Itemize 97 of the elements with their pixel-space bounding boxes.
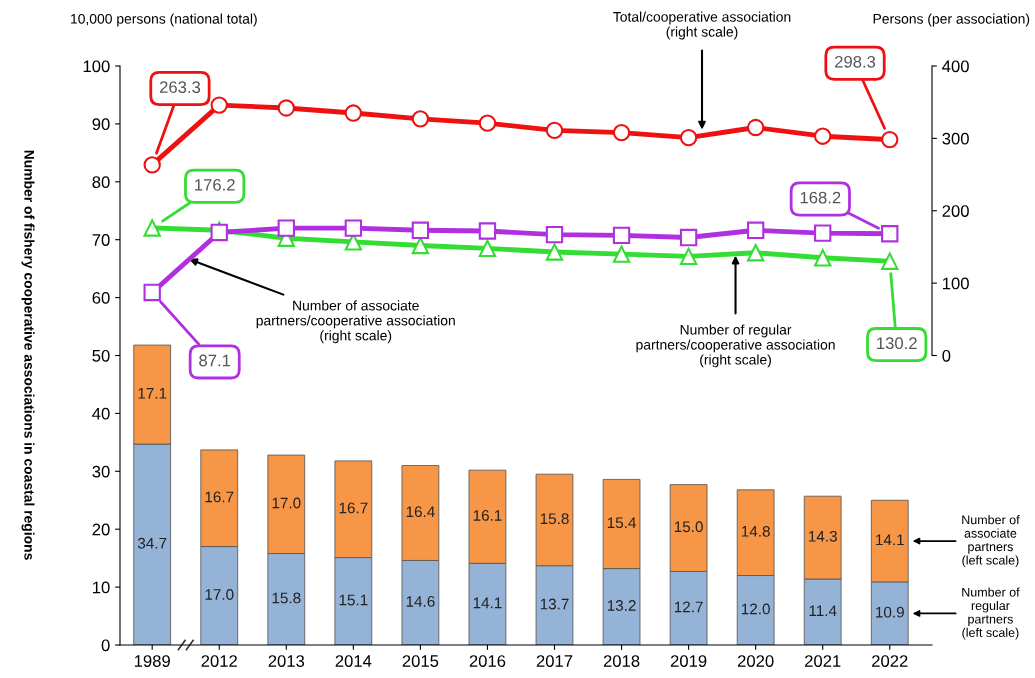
data-label: 17.0 (272, 497, 301, 509)
y2-tick-label: 400 (942, 60, 969, 73)
data-label: 16.7 (205, 491, 234, 503)
point (746, 118, 765, 137)
y-tick-label: 40 (92, 407, 110, 420)
point (143, 219, 161, 237)
text: Number of regular partners/cooperative association (right scale) (636, 324, 835, 368)
text: Number of associate partners (left scale) (962, 515, 1020, 568)
data-label: 176.2 (195, 178, 235, 191)
data-label: 13.2 (607, 600, 636, 611)
point (411, 221, 430, 239)
x-tick-label: 2014 (335, 655, 372, 667)
text: Number of regular partners (left scale) (962, 587, 1020, 640)
data-label: 16.7 (339, 502, 368, 514)
point (411, 110, 430, 128)
data-label: 15.8 (272, 592, 301, 604)
point (814, 127, 832, 145)
y2-tick-label: 300 (942, 132, 969, 145)
y2-tick-label: 100 (942, 277, 969, 290)
point (478, 222, 497, 240)
point (545, 121, 564, 140)
point (881, 130, 899, 149)
data-label: 263.3 (159, 81, 201, 94)
y2-tick-label: 0 (942, 349, 951, 362)
text: Total/cooperative association (right scale) (613, 11, 791, 40)
point (814, 249, 832, 267)
data-label: 15.4 (607, 517, 636, 529)
x-tick-label: 2013 (268, 655, 305, 667)
x-tick-label: 2017 (536, 655, 573, 667)
x-tick-label: 2018 (603, 655, 640, 667)
x-tick-label: 2019 (670, 655, 707, 667)
y-tick-label: 100 (83, 60, 110, 73)
y-tick-label: 60 (92, 292, 110, 304)
data-label: 17.1 (138, 388, 167, 399)
y-tick-label: 0 (101, 639, 110, 652)
point (881, 252, 899, 270)
point (344, 219, 363, 237)
point (746, 244, 765, 262)
data-label: 12.0 (741, 603, 770, 615)
y-tick-label: 80 (92, 176, 110, 188)
data-label: 15.8 (540, 513, 569, 525)
point (545, 225, 564, 244)
point (143, 283, 161, 302)
point (344, 104, 363, 122)
point (612, 226, 631, 245)
y-tick-label: 30 (92, 465, 110, 478)
y-tick-label: 20 (92, 523, 110, 536)
data-label: 14.3 (809, 530, 837, 542)
point (545, 243, 564, 261)
point (612, 245, 631, 263)
text: 10,000 persons (national total) (71, 13, 257, 27)
data-label: 13.7 (540, 598, 569, 610)
data-label: 12.7 (674, 601, 703, 613)
x-tick-label: 2021 (805, 655, 841, 667)
data-label: 17.0 (205, 589, 234, 600)
data-label: 130.2 (877, 337, 917, 350)
point (679, 247, 698, 266)
point (746, 221, 765, 239)
data-label: 298.3 (835, 55, 876, 68)
data-label: 168.2 (800, 191, 841, 204)
y-tick-label: 70 (92, 234, 110, 246)
y-tick-label: 90 (92, 118, 110, 131)
y2-tick-label: 200 (942, 205, 969, 217)
point (277, 219, 295, 237)
data-label: 16.4 (406, 506, 435, 518)
x-tick-label: 2020 (737, 655, 774, 667)
x-tick-label: 2015 (402, 655, 439, 667)
data-label: 15.1 (339, 594, 368, 606)
data-label: 87.1 (199, 354, 231, 367)
y-axis-title: Number of fishery cooperative associations in coastal regions (21, 150, 35, 560)
data-label: 14.1 (876, 534, 904, 546)
point (277, 99, 295, 117)
x-tick-label: 2016 (469, 655, 506, 667)
point (612, 123, 631, 142)
data-label: 10.9 (876, 606, 904, 618)
data-label: 11.4 (809, 605, 837, 616)
data-label: 16.1 (473, 510, 502, 521)
x-tick-label: 2012 (201, 655, 237, 667)
y-tick-label: 50 (92, 349, 110, 362)
point (881, 225, 899, 243)
x-tick-label: 2022 (872, 655, 908, 667)
text: Persons (per association) (873, 13, 1030, 27)
data-label: 14.1 (473, 597, 502, 609)
point (478, 239, 497, 258)
point (679, 228, 698, 247)
y-tick-label: 10 (93, 581, 110, 594)
x-tick-label: 1989 (134, 655, 170, 667)
point (814, 224, 832, 242)
point (679, 128, 698, 147)
point (478, 114, 497, 132)
text: Number of associate partners/cooperative association (right scale) (256, 300, 455, 344)
point (210, 96, 228, 114)
data-label: 14.8 (741, 525, 770, 537)
data-label: 15.0 (674, 521, 703, 533)
data-label: 34.7 (137, 537, 167, 549)
point (143, 156, 161, 174)
data-label: 14.6 (406, 596, 435, 607)
